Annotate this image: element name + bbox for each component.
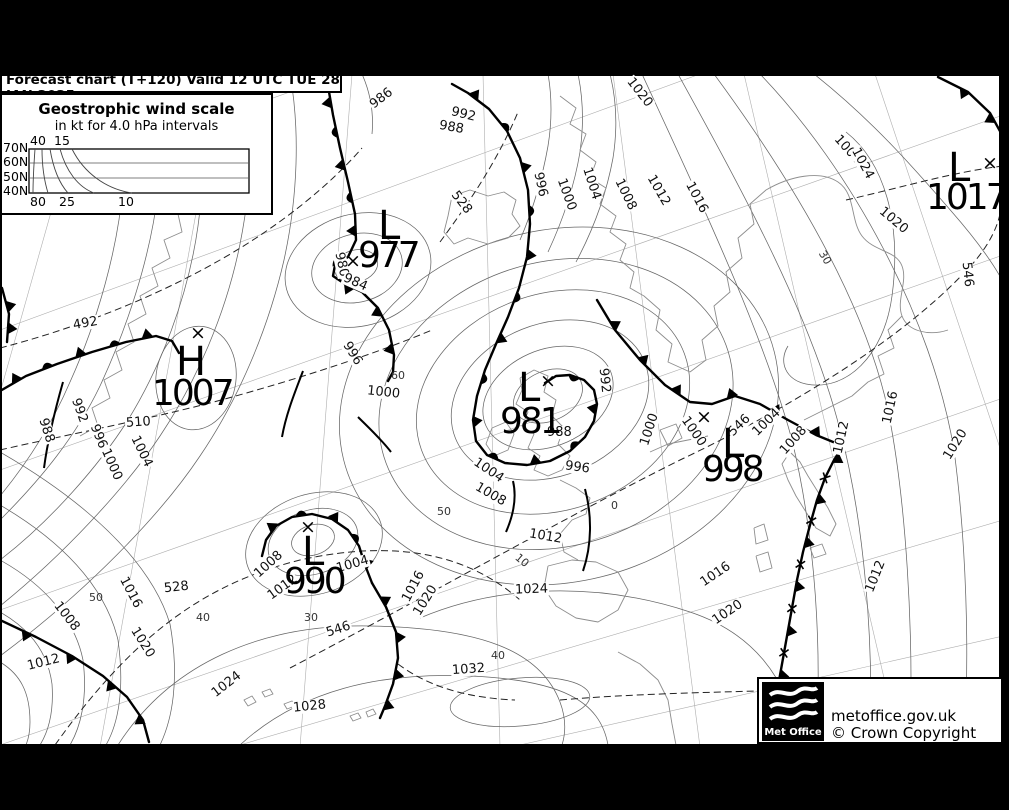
wind-scale-title: Geostrophic wind scale [38,100,235,118]
pressure-center-letter: L [948,145,971,191]
pressure-center-letter: L [518,365,541,411]
graticule-label: 50 [437,505,451,518]
graticule-label: 50 [89,591,103,604]
wind-scale-lat-60n: 60N [3,154,29,169]
graticule-label: 40 [491,649,505,662]
thickness-label: 528 [162,578,191,597]
wind-scale-diagram [28,148,250,194]
pressure-center-cross-icon: × [540,370,556,392]
pressure-center-value: 977 [358,235,421,276]
thickness-label: 546 [958,260,977,289]
isobar-label: 996 [563,458,592,477]
isobar-label: 1032 [450,660,487,679]
wind-scale-subtitle: in kt for 4.0 hPa intervals [54,119,219,134]
wind-scale-bottom-25: 25 [59,194,75,209]
wind-scale-lat-70n: 70N [3,140,29,155]
met-office-logo: Met Office [762,682,824,741]
pressure-center-cross-icon: × [982,152,998,174]
copyright-text: © Crown Copyright [831,724,977,742]
pressure-center-letter: L [378,203,401,249]
wind-scale-bottom-80: 80 [30,194,46,209]
chart-title-bar: Forecast chart (T+120) Valid 12 UTC TUE … [0,74,342,93]
website-text: metoffice.gov.uk [831,707,957,725]
met-office-logo-text: Met Office [764,727,822,738]
isobar-label: 992 [595,366,614,395]
pressure-center-value: 998 [702,449,765,490]
chart-title: Forecast chart (T+120) Valid 12 UTC TUE … [6,74,340,91]
isobar-label: 1028 [291,697,328,716]
graticule-label: 40 [196,611,210,624]
pressure-center-cross-icon: × [190,322,206,344]
graticule-label: 60 [391,369,405,382]
isobar-label: 1024 [513,581,550,598]
isobar-label: 988 [546,425,573,440]
pressure-center-value: 1017 [926,177,1009,218]
wind-scale-bottom-10: 10 [118,194,134,209]
wind-scale-top-15: 15 [54,133,70,148]
pressure-center-cross-icon: × [345,250,361,272]
thickness-label: 510 [124,414,153,431]
geostrophic-wind-scale: Geostrophic wind scale in kt for 4.0 hPa… [0,93,273,215]
branding-box: Met Office metoffice.gov.uk © Crown Copy… [757,677,1003,744]
graticule-label: 0 [611,499,618,512]
graticule-label: 30 [304,611,318,624]
met-office-waves-icon [768,686,819,721]
pressure-center-value: 990 [284,561,347,602]
pressure-center-cross-icon: × [300,516,316,538]
pressure-center-letter: L [302,529,325,575]
wind-scale-lat-50n: 50N [3,169,29,184]
pressure-center-letter: L [722,421,745,467]
pressure-center-value: 1007 [152,373,235,414]
wind-scale-top-40: 40 [30,133,46,148]
pressure-center-value: 981 [500,401,563,442]
pressure-center-letter: H [176,339,207,385]
wind-scale-lat-40n: 40N [3,183,29,198]
pressure-center-cross-icon: × [696,406,712,428]
isobar-label: 1000 [365,383,402,402]
